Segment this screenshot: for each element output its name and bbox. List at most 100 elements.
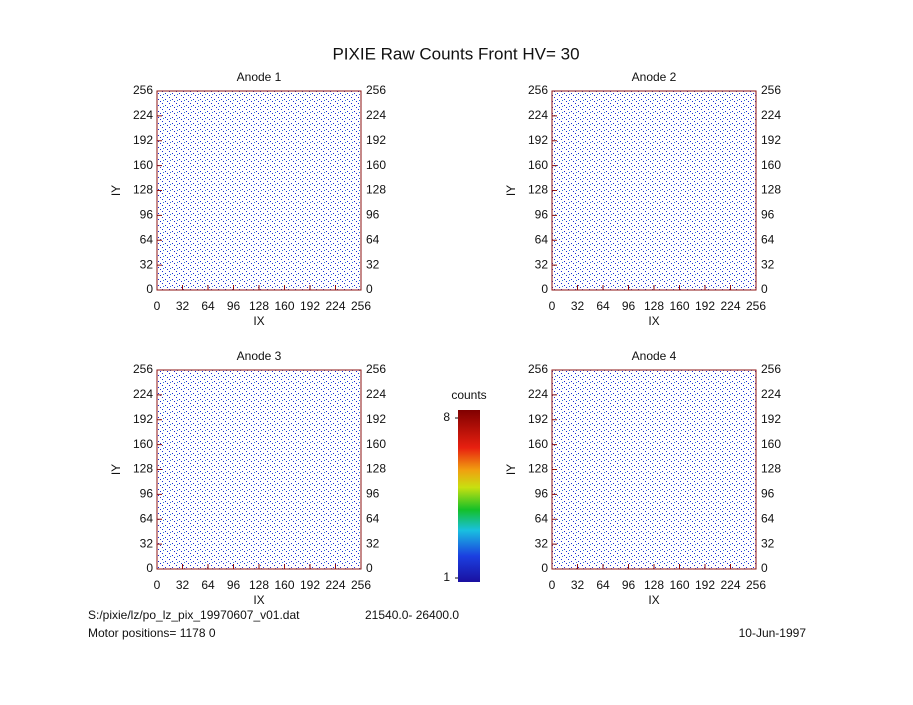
colorbar-tick-label: 8 xyxy=(443,410,450,424)
file-name: S:/pixie/lz/po_lz_pix_19970607_v01.dat xyxy=(88,608,300,622)
x-axis-label: IX xyxy=(648,314,659,328)
x-tick-label: 224 xyxy=(325,578,345,592)
x-tick-label: 0 xyxy=(549,299,556,313)
y2-tick-label: 96 xyxy=(366,208,380,222)
y2-tick-label: 224 xyxy=(761,108,781,122)
x-tick-label: 160 xyxy=(669,578,689,592)
y-tick-label: 128 xyxy=(528,462,548,476)
panel-title: Anode 2 xyxy=(632,70,677,84)
x-tick-label: 224 xyxy=(325,299,345,313)
figure-title: PIXIE Raw Counts Front HV= 30 xyxy=(332,44,579,63)
x-tick-label: 192 xyxy=(300,299,320,313)
x-tick-label: 32 xyxy=(176,578,190,592)
x-tick-label: 192 xyxy=(695,299,715,313)
y2-tick-label: 192 xyxy=(366,412,386,426)
y-axis-label: IY xyxy=(109,464,123,475)
x-tick-label: 64 xyxy=(596,299,610,313)
y2-tick-label: 32 xyxy=(366,257,380,271)
x-tick-label: 256 xyxy=(351,578,371,592)
colorbar xyxy=(458,410,480,582)
y2-tick-label: 224 xyxy=(366,108,386,122)
y2-tick-label: 256 xyxy=(761,83,781,97)
y2-tick-label: 224 xyxy=(761,387,781,401)
y2-tick-label: 96 xyxy=(761,208,775,222)
x-tick-label: 256 xyxy=(746,578,766,592)
x-tick-label: 128 xyxy=(249,578,269,592)
y2-tick-label: 64 xyxy=(761,232,775,246)
motor-positions: Motor positions= 1178 0 xyxy=(88,626,216,640)
x-tick-label: 64 xyxy=(201,578,215,592)
y2-tick-label: 0 xyxy=(366,561,373,575)
y-tick-label: 0 xyxy=(146,282,153,296)
y-tick-label: 160 xyxy=(133,158,153,172)
x-tick-label: 128 xyxy=(249,299,269,313)
x-tick-label: 96 xyxy=(622,578,636,592)
y2-tick-label: 96 xyxy=(761,487,775,501)
x-tick-label: 192 xyxy=(300,578,320,592)
y2-tick-label: 192 xyxy=(366,133,386,147)
heatmap-area xyxy=(552,370,756,569)
y-tick-label: 128 xyxy=(528,183,548,197)
heatmap-area xyxy=(157,370,361,569)
y2-tick-label: 0 xyxy=(761,561,768,575)
y-tick-label: 32 xyxy=(140,257,154,271)
x-tick-label: 224 xyxy=(720,578,740,592)
y-tick-label: 96 xyxy=(140,208,154,222)
y2-tick-label: 192 xyxy=(761,412,781,426)
y2-tick-label: 128 xyxy=(761,462,781,476)
y-tick-label: 0 xyxy=(541,282,548,296)
y-tick-label: 128 xyxy=(133,183,153,197)
x-tick-label: 160 xyxy=(669,299,689,313)
y2-tick-label: 160 xyxy=(761,158,781,172)
y-axis-label: IY xyxy=(504,185,518,196)
x-tick-label: 96 xyxy=(227,299,241,313)
y2-tick-label: 256 xyxy=(366,362,386,376)
panel-title: Anode 1 xyxy=(237,70,282,84)
x-tick-label: 192 xyxy=(695,578,715,592)
x-tick-label: 0 xyxy=(154,578,161,592)
colorbar-label: counts xyxy=(451,388,486,402)
time-range: 21540.0- 26400.0 xyxy=(365,608,459,622)
y-tick-label: 96 xyxy=(535,208,549,222)
x-tick-label: 128 xyxy=(644,578,664,592)
y-tick-label: 64 xyxy=(140,232,154,246)
y-tick-label: 192 xyxy=(133,133,153,147)
x-tick-label: 32 xyxy=(176,299,190,313)
x-axis-label: IX xyxy=(648,593,659,607)
y-tick-label: 160 xyxy=(133,437,153,451)
y-tick-label: 192 xyxy=(528,412,548,426)
panel-title: Anode 4 xyxy=(632,349,677,363)
y2-tick-label: 128 xyxy=(366,183,386,197)
y2-tick-label: 64 xyxy=(366,511,380,525)
y-tick-label: 32 xyxy=(140,536,154,550)
y-tick-label: 32 xyxy=(535,536,549,550)
panel-title: Anode 3 xyxy=(237,349,282,363)
heatmap-area xyxy=(552,91,756,290)
y2-tick-label: 32 xyxy=(761,536,775,550)
y2-tick-label: 64 xyxy=(761,511,775,525)
y-tick-label: 160 xyxy=(528,158,548,172)
x-tick-label: 32 xyxy=(571,578,585,592)
x-tick-label: 64 xyxy=(201,299,215,313)
y-tick-label: 0 xyxy=(541,561,548,575)
y-tick-label: 160 xyxy=(528,437,548,451)
date: 10-Jun-1997 xyxy=(739,626,807,640)
x-tick-label: 128 xyxy=(644,299,664,313)
x-axis-label: IX xyxy=(253,314,264,328)
y-tick-label: 128 xyxy=(133,462,153,476)
y2-tick-label: 128 xyxy=(761,183,781,197)
y2-tick-label: 0 xyxy=(761,282,768,296)
x-tick-label: 96 xyxy=(227,578,241,592)
x-tick-label: 0 xyxy=(549,578,556,592)
y2-tick-label: 96 xyxy=(366,487,380,501)
y-tick-label: 192 xyxy=(133,412,153,426)
x-axis-label: IX xyxy=(253,593,264,607)
y2-tick-label: 256 xyxy=(366,83,386,97)
y-tick-label: 96 xyxy=(140,487,154,501)
y2-tick-label: 32 xyxy=(761,257,775,271)
y2-tick-label: 32 xyxy=(366,536,380,550)
y-axis-label: IY xyxy=(109,185,123,196)
x-tick-label: 32 xyxy=(571,299,585,313)
y-tick-label: 256 xyxy=(133,362,153,376)
